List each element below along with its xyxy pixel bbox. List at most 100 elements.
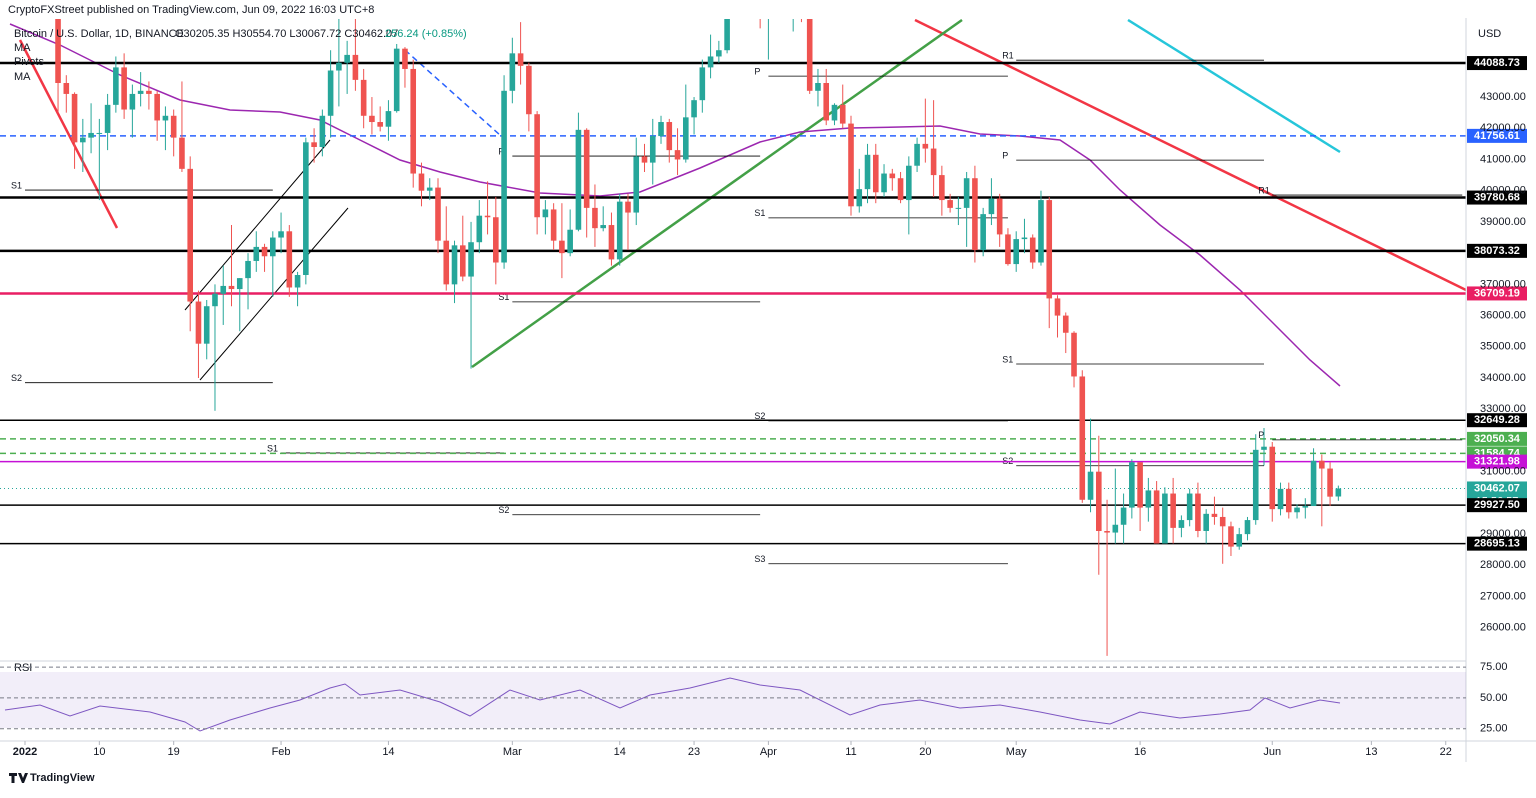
level-label: 36709.19 — [1474, 287, 1520, 299]
candle-body — [344, 54, 350, 63]
rsi-title: RSI — [14, 662, 32, 674]
candle-body — [360, 79, 367, 116]
candle-body — [162, 115, 169, 121]
candle-body — [187, 168, 193, 302]
candle-body — [1236, 534, 1243, 547]
level-label: 39780.68 — [1474, 191, 1520, 203]
candle-body — [1005, 234, 1011, 265]
candle-body — [649, 136, 656, 163]
indicator: Pivots — [14, 56, 44, 68]
candle-body — [1244, 520, 1251, 535]
candle-body — [303, 142, 309, 275]
x-tick-label: Jun — [1263, 746, 1281, 758]
candle-body — [1186, 493, 1193, 521]
x-tick-label: Apr — [760, 746, 777, 758]
candle-body — [947, 200, 953, 208]
candle-body — [716, 50, 722, 57]
pivot-label: S1 — [267, 443, 278, 453]
x-tick-label: Feb — [272, 746, 291, 758]
candle-body — [1335, 488, 1342, 497]
level-layer: S1S2S1PS1S2PS1S2S3R1PS1S2R1P — [0, 51, 1466, 565]
level-label: 32649.28 — [1474, 414, 1520, 426]
candle-body — [583, 129, 590, 208]
level-label-box — [1467, 431, 1527, 446]
x-tick-label: May — [1006, 746, 1027, 758]
y-tick-label: 26000.00 — [1480, 622, 1526, 634]
candle-body — [1228, 526, 1234, 547]
candle-body — [509, 53, 516, 91]
candle-body — [988, 198, 995, 215]
candle-body — [831, 104, 838, 121]
y-tick-label: 36000.00 — [1480, 309, 1526, 321]
candle-body — [1046, 200, 1053, 299]
level-label-box — [1467, 454, 1527, 469]
y-tick-label: 28000.00 — [1480, 559, 1526, 571]
drawings — [9, 19, 1466, 387]
level-label-box — [1467, 498, 1527, 513]
candle-body — [1195, 493, 1201, 531]
candle-body — [1071, 332, 1077, 377]
y-tick-label: 29000.00 — [1480, 528, 1526, 540]
candle-body — [674, 150, 681, 160]
y-tick-label: 40000.00 — [1480, 185, 1526, 197]
candle-body — [1310, 460, 1317, 507]
rsi-tick-label: 25.00 — [1480, 723, 1508, 735]
pivot-label: S2 — [754, 411, 765, 421]
candle-body — [806, 19, 813, 91]
candle-body — [1153, 490, 1160, 544]
indicator: MA — [14, 42, 31, 54]
candle-body — [922, 143, 929, 149]
candle-body — [154, 93, 160, 121]
candle-body — [195, 301, 202, 344]
candle-body — [1302, 506, 1309, 508]
x-tick-label: 23 — [688, 746, 700, 758]
candle-body — [1203, 513, 1209, 531]
candle-body — [1145, 490, 1152, 508]
x-tick-label: 13 — [1365, 746, 1377, 758]
candle-body — [146, 90, 152, 94]
level-label-box — [1467, 243, 1527, 258]
candle-body — [1162, 493, 1168, 544]
candle-body — [426, 187, 433, 191]
candle-body — [526, 65, 532, 115]
candle-body — [939, 175, 945, 201]
pivot-label: S1 — [11, 180, 22, 190]
x-tick-label: 11 — [845, 746, 856, 758]
candle-body — [1285, 488, 1292, 513]
level-label-box — [1467, 413, 1527, 428]
candle-body — [848, 123, 854, 207]
candle-body — [1021, 237, 1028, 240]
y-tick-label: 43000.00 — [1480, 91, 1526, 103]
candle-body — [897, 178, 904, 201]
candle-body — [493, 217, 499, 263]
x-tick-label: 20 — [919, 746, 931, 758]
candle-body — [658, 122, 664, 137]
candle-body — [1211, 513, 1218, 517]
y-tick-label: 34000.00 — [1480, 372, 1526, 384]
candle-body — [311, 142, 317, 147]
candle-body — [212, 293, 218, 307]
candle-body — [1294, 507, 1300, 513]
rsi-line — [4, 677, 1341, 732]
candle-body — [71, 93, 78, 143]
candle-body — [1013, 239, 1019, 265]
candle-body — [955, 207, 962, 209]
candle-body — [236, 278, 243, 290]
x-tick-label: 2022 — [13, 746, 37, 758]
y-tick-label: 37000.00 — [1480, 278, 1526, 290]
candle-body — [336, 62, 342, 71]
pivot-label: P — [1002, 150, 1008, 160]
pivot-label: R1 — [1002, 51, 1014, 61]
candle-body — [1137, 462, 1143, 508]
pivot-label: P — [1258, 430, 1264, 440]
y-tick-label: 42000.00 — [1480, 122, 1526, 134]
change: 256.24 (+0.85%) — [385, 28, 467, 40]
candle-body — [245, 260, 251, 279]
candle-body — [815, 83, 821, 91]
candle-layer — [55, 19, 1342, 656]
candle-body — [63, 83, 70, 94]
level-label: 41756.61 — [1474, 130, 1520, 142]
candle-body — [179, 137, 185, 169]
level-label-box — [1467, 536, 1527, 551]
